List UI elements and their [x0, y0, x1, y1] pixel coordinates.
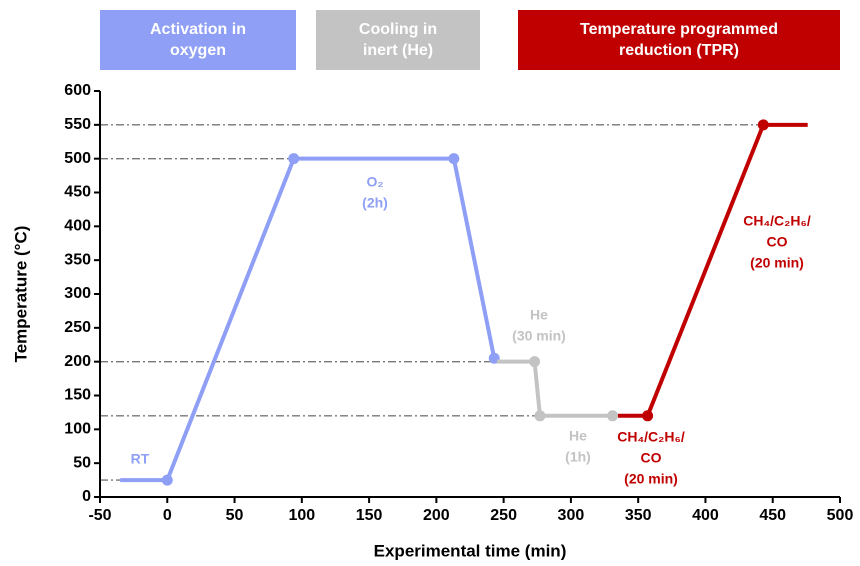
y-tick-label: 0	[82, 488, 91, 505]
annotation: RT	[131, 451, 150, 467]
y-axis-title: Temperature (°C)	[11, 226, 30, 363]
data-point	[534, 410, 546, 422]
x-tick-label: 250	[490, 507, 517, 524]
phase-label: inert (He)	[363, 42, 433, 59]
data-point	[161, 474, 173, 486]
data-line	[618, 122, 808, 418]
x-tick-label: -50	[88, 507, 111, 524]
data-point	[607, 410, 619, 422]
phase-label: Activation in	[150, 21, 246, 38]
x-axis-title: Experimental time (min)	[374, 541, 567, 560]
y-tick-label: 250	[64, 319, 91, 336]
phase-label: Cooling in	[359, 21, 437, 38]
y-tick-label: 400	[64, 218, 91, 235]
annotation: CO	[641, 450, 662, 466]
data-line	[120, 156, 497, 483]
y-tick-label: 450	[64, 184, 91, 201]
annotation: (2h)	[362, 195, 388, 211]
x-tick-label: 350	[625, 507, 652, 524]
x-tick-label: 100	[288, 507, 315, 524]
annotation: He	[569, 428, 587, 444]
annotation: He	[530, 307, 548, 323]
y-tick-label: 50	[73, 454, 91, 471]
data-point	[448, 153, 460, 165]
annotation: CH₄/C₂H₆/	[617, 429, 685, 445]
x-tick-label: 150	[356, 507, 383, 524]
annotation: CO	[767, 234, 788, 250]
x-tick-label: 50	[226, 507, 244, 524]
data-line	[496, 359, 613, 418]
phase-box	[518, 10, 840, 70]
y-tick-label: 500	[64, 150, 91, 167]
x-tick-label: 450	[759, 507, 786, 524]
y-tick-label: 200	[64, 353, 91, 370]
data-point	[288, 153, 300, 165]
annotation: (30 min)	[512, 328, 566, 344]
x-tick-label: 300	[558, 507, 585, 524]
data-point	[529, 356, 541, 368]
y-tick-label: 100	[64, 421, 91, 438]
x-tick-label: 200	[423, 507, 450, 524]
data-point	[757, 119, 769, 131]
x-tick-label: 0	[163, 507, 172, 524]
x-tick-label: 400	[692, 507, 719, 524]
annotation: (1h)	[565, 449, 591, 465]
x-tick-label: 500	[827, 507, 854, 524]
y-tick-label: 550	[64, 116, 91, 133]
data-point	[642, 410, 654, 422]
y-tick-label: 600	[64, 82, 91, 99]
phase-box	[100, 10, 296, 70]
phase-box	[316, 10, 480, 70]
phase-label: reduction (TPR)	[619, 42, 739, 59]
phase-label: oxygen	[170, 42, 226, 59]
y-tick-label: 350	[64, 251, 91, 268]
annotation: (20 min)	[624, 471, 678, 487]
y-tick-label: 150	[64, 387, 91, 404]
y-tick-label: 300	[64, 285, 91, 302]
phase-label: Temperature programmed	[580, 21, 778, 38]
annotation: (20 min)	[750, 255, 804, 271]
annotation: O₂	[366, 174, 383, 190]
annotation: CH₄/C₂H₆/	[743, 213, 811, 229]
